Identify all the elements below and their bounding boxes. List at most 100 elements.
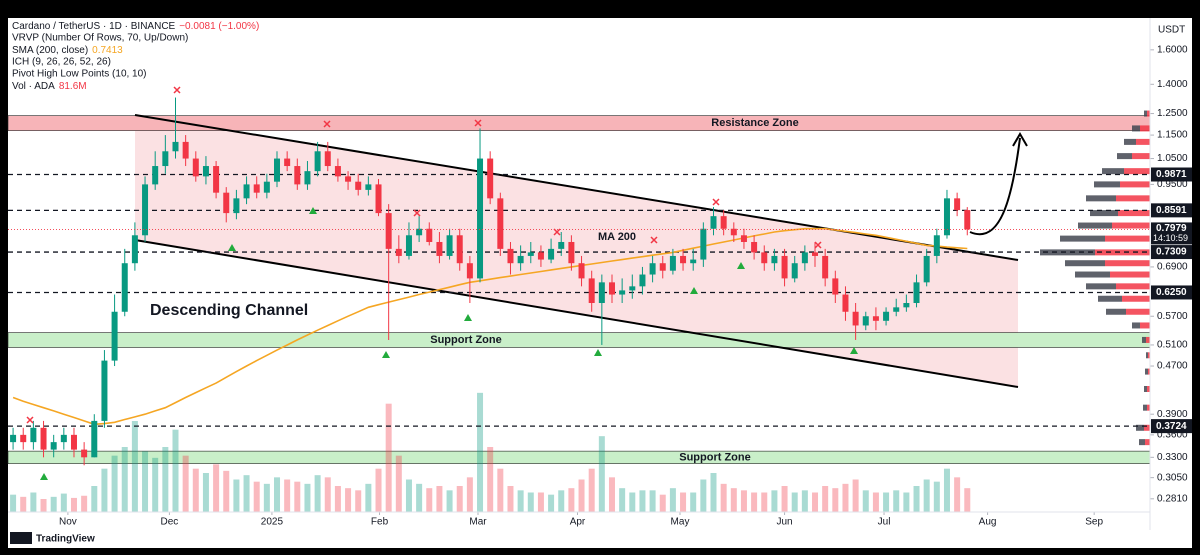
volume-bar — [365, 483, 372, 512]
pivot-high — [323, 120, 331, 128]
volume-bar — [243, 475, 250, 512]
candle-body — [883, 311, 890, 321]
volume-bar — [791, 492, 798, 512]
volume-bar — [588, 468, 595, 512]
volume-bar — [730, 488, 737, 512]
symbol: Cardano / TetherUS · 1D · BINANCE — [12, 21, 176, 32]
profile-down — [1147, 110, 1150, 117]
volume-bar — [192, 468, 199, 512]
candle-body — [832, 278, 839, 295]
vol-value: 81.6M — [59, 81, 87, 92]
profile-down — [1110, 271, 1150, 278]
profile-up — [1144, 110, 1147, 117]
volume-bar — [771, 490, 778, 512]
x-tick-label: Jul — [878, 517, 891, 528]
volume-bar — [933, 481, 940, 512]
volume-bar — [274, 477, 281, 512]
x-tick-label: Sep — [1085, 517, 1103, 528]
candle-body — [842, 294, 849, 312]
candle-body — [152, 166, 159, 185]
candle-body — [862, 316, 869, 326]
volume-bar — [70, 497, 77, 512]
y-tick-label: 1.2500 — [1157, 108, 1188, 119]
profile-down — [1126, 308, 1150, 315]
candle-body — [517, 255, 524, 264]
volume-bar — [142, 451, 149, 512]
candle-body — [111, 311, 118, 361]
y-tick-label: 1.0500 — [1157, 153, 1188, 164]
volume-bar — [669, 488, 676, 512]
profile-up — [1078, 222, 1112, 229]
candle-body — [446, 235, 453, 256]
profile-up — [1086, 195, 1116, 202]
candle-body — [182, 141, 189, 159]
level-label: 0.3724 — [1156, 421, 1187, 432]
volume-bar — [517, 490, 524, 512]
x-tick-label: Aug — [979, 517, 997, 528]
y-tick-label: 0.5700 — [1157, 311, 1188, 322]
candle-body — [527, 252, 534, 256]
volume-bar — [690, 492, 697, 512]
candle-body — [375, 184, 382, 214]
volume-bar — [964, 488, 971, 512]
volume-bar — [416, 483, 423, 512]
candle-body — [751, 241, 758, 253]
channel-upper — [134, 114, 1019, 261]
profile-up — [1142, 336, 1146, 343]
ma-label: MA 200 — [598, 231, 636, 243]
candle-body — [355, 181, 362, 190]
volume-bar — [60, 493, 67, 512]
profile-down — [1105, 235, 1150, 242]
volume-bar — [923, 479, 930, 512]
candle-body — [487, 158, 494, 199]
candle-body — [801, 252, 808, 264]
profile-down — [1118, 210, 1150, 217]
candle-body — [101, 360, 108, 421]
profile-up — [1132, 125, 1140, 132]
x-tick-label: Dec — [161, 517, 179, 528]
indicator: ICH (9, 26, 26, 52, 26) — [12, 57, 111, 68]
pivot-low — [850, 347, 858, 354]
level-box — [1151, 245, 1192, 260]
profile-down — [1144, 424, 1150, 431]
candle-body — [284, 158, 291, 167]
volume-bar — [50, 496, 57, 512]
pivot-high — [553, 228, 561, 236]
candle-body — [294, 166, 301, 185]
x-tick-label: 2025 — [261, 517, 284, 528]
candle-body — [639, 274, 646, 287]
volume-bar — [700, 479, 707, 512]
profile-down — [1122, 295, 1150, 302]
volume-bar — [608, 477, 615, 512]
volume-bar — [872, 492, 879, 512]
last-price-box — [1151, 222, 1192, 245]
x-tick-label: May — [671, 517, 690, 528]
profile-down — [1146, 336, 1150, 343]
volume-bar — [497, 468, 504, 512]
volume-bar — [40, 499, 47, 512]
profile-down — [1148, 352, 1150, 359]
profile-up — [1102, 168, 1124, 175]
candle-body — [436, 241, 443, 256]
volume-bar — [121, 447, 128, 512]
volume-bar — [761, 492, 768, 512]
x-tick-label: Nov — [59, 517, 77, 528]
candle-body — [537, 252, 544, 260]
front-layer: Resistance Zone Support Zone Support Zone 1… — [8, 44, 1192, 528]
candle-body — [40, 427, 47, 450]
change: −0.0081 (−1.00%) — [179, 21, 259, 32]
volume-bar — [619, 488, 626, 512]
volume-bar — [832, 488, 839, 512]
level-label: 0.7309 — [1156, 247, 1187, 258]
candle-body — [233, 198, 240, 214]
candle-body — [304, 171, 311, 185]
candle-body — [781, 255, 788, 279]
x-tick-label: Mar — [469, 517, 487, 528]
y-tick-label: 0.2810 — [1157, 493, 1188, 504]
candle-body — [243, 184, 250, 199]
indicator: Pivot High Low Points (10, 10) — [12, 69, 147, 80]
volume-bar — [812, 492, 819, 512]
profile-up — [1139, 439, 1145, 446]
volume-bar — [558, 490, 565, 512]
